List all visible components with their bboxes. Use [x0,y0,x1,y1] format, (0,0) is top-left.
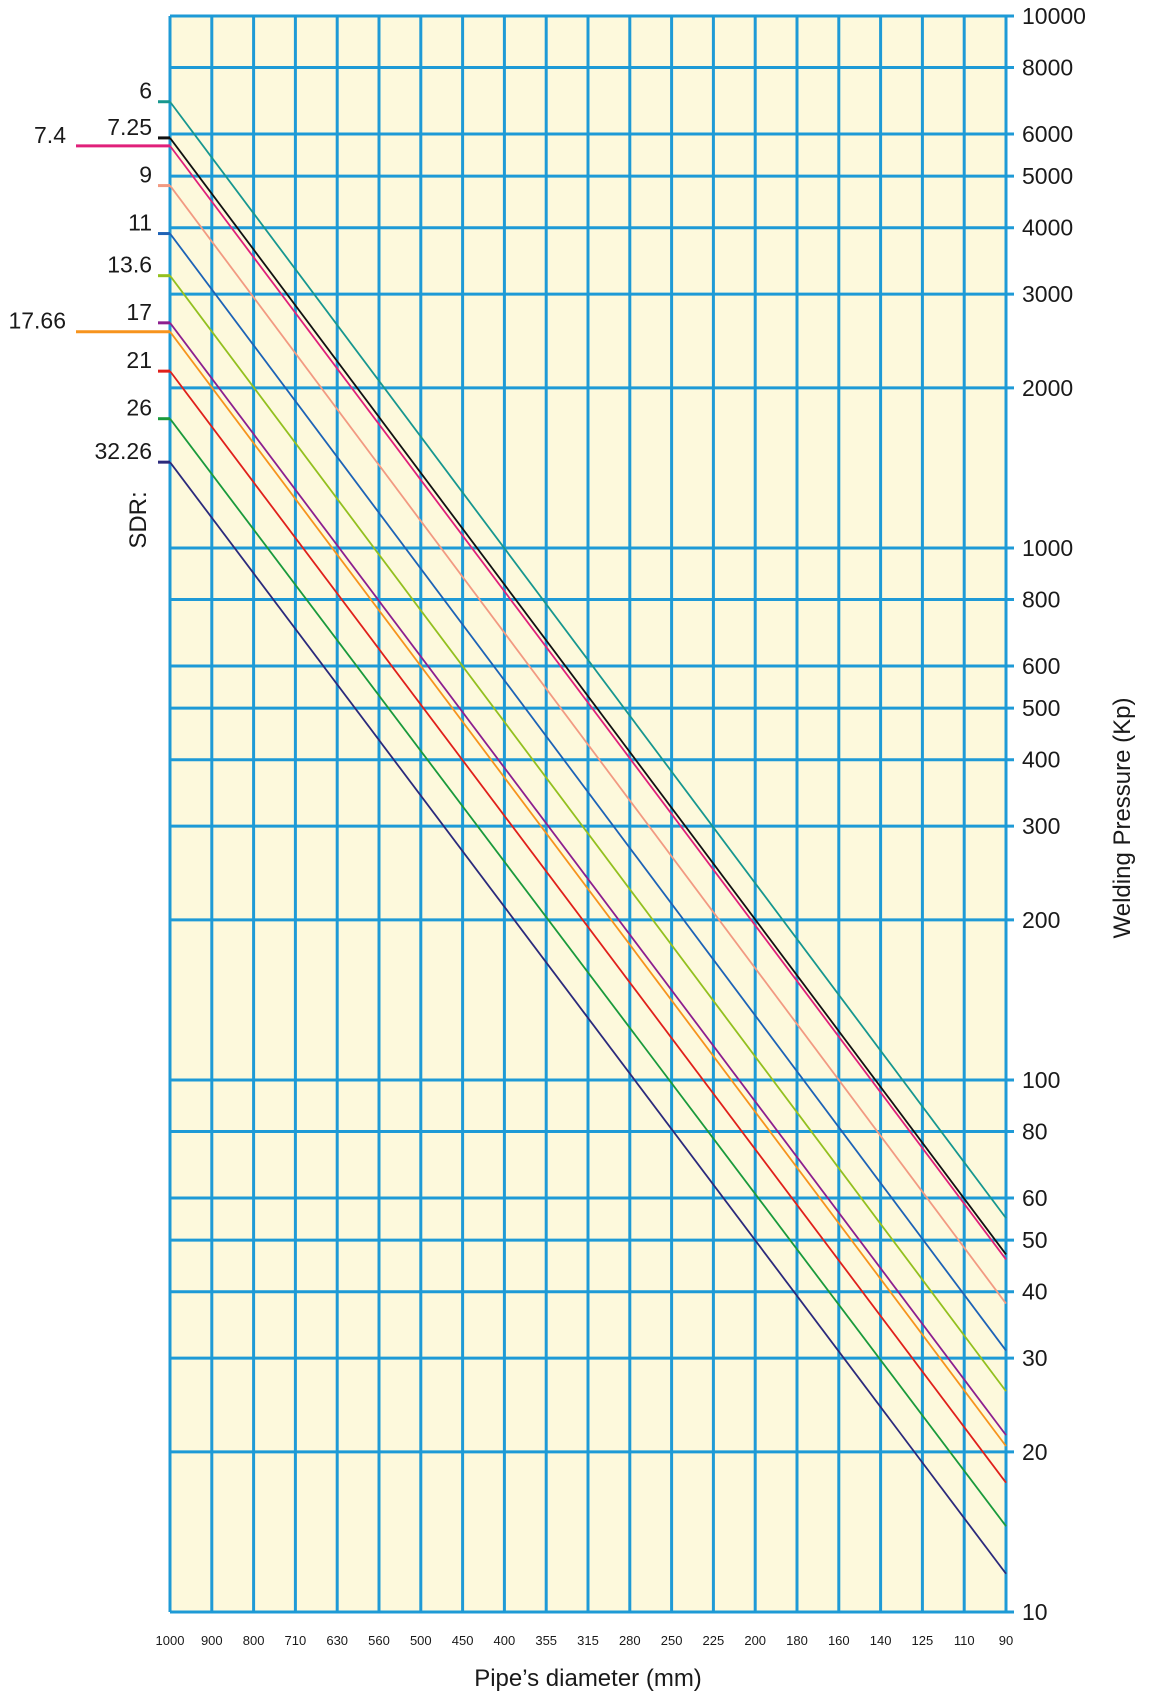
series-line-sdr-21 [169,370,1007,1484]
x-tick-label: 200 [744,1633,766,1648]
y-tick-label: 800 [1022,587,1060,613]
y-axis-title: Welding Pressure (Kp) [1109,698,1136,939]
sdr-label-17: 17 [126,299,152,325]
sdr-label-9: 9 [139,162,152,188]
x-tick-label: 280 [619,1633,641,1648]
y-tick-label: 5000 [1022,163,1073,189]
sdr-label-17-66: 17.66 [8,308,66,334]
x-tick-labels: 1000 900 800 710 630 560 500 450 400 355 315 280 250… [156,1633,1014,1648]
y-tick-label: 3000 [1022,281,1073,307]
x-tick-label: 110 [954,1633,975,1648]
series-line-sdr-17-66 [169,331,1007,1447]
horizontal-gridlines [170,14,1014,1614]
x-tick-label: 900 [201,1633,223,1648]
y-tick-label: 40 [1022,1279,1048,1305]
y-tick-label: 600 [1022,653,1060,679]
vertical-gridlines [168,16,1008,1612]
sdr-label-32-26: 32.26 [94,438,152,464]
sdr-label-11: 11 [128,210,152,236]
y-tick-label: 6000 [1022,121,1073,147]
x-tick-label: 250 [661,1633,683,1648]
sdr-label-7-4: 7.4 [34,122,66,148]
x-tick-label: 1000 [156,1633,185,1648]
y-tick-labels: 10000 8000 6000 5000 4000 3000 2000 1000 800 600 5… [1022,3,1086,1625]
x-tick-label: 560 [368,1633,390,1648]
y-tick-label: 10 [1022,1599,1048,1625]
y-tick-label: 100 [1022,1067,1060,1093]
sdr-label-6: 6 [139,78,152,104]
x-tick-label: 160 [828,1633,850,1648]
sdr-label-13-6: 13.6 [107,252,152,278]
x-axis-title: Pipe’s diameter (mm) [474,1665,702,1692]
sdr-label-26: 26 [126,395,152,421]
sdr-labels: 6 7.25 7.4 9 11 13.6 17 17.66 21 26 32.26 [8,78,170,464]
x-tick-label: 225 [703,1633,725,1648]
x-tick-label: 315 [577,1633,599,1648]
x-tick-label: 450 [452,1633,474,1648]
series-line-sdr-17 [169,322,1007,1436]
y-tick-label: 4000 [1022,215,1073,241]
sdr-label-7-25: 7.25 [107,114,152,140]
y-tick-label: 30 [1022,1345,1048,1371]
x-tick-label: 140 [870,1633,892,1648]
series-line-sdr-7-4 [169,145,1007,1260]
y-tick-label: 60 [1022,1185,1048,1211]
x-tick-label: 630 [326,1633,348,1648]
x-tick-label: 355 [535,1633,557,1648]
series-line-sdr-26 [169,418,1007,1527]
series-line-sdr-13-6 [169,275,1007,1392]
sdr-series-lines [169,101,1007,1575]
y-tick-label: 8000 [1022,55,1073,81]
y-tick-label: 300 [1022,813,1060,839]
x-tick-label: 800 [243,1633,265,1648]
sdr-axis-title: SDR: [125,491,152,548]
x-tick-label: 400 [494,1633,516,1648]
series-line-sdr-7-25 [169,137,1007,1255]
x-tick-label: 500 [410,1633,432,1648]
x-tick-label: 125 [912,1633,934,1648]
x-tick-label: 180 [786,1633,808,1648]
series-line-sdr-6 [169,101,1007,1219]
series-line-sdr-11 [169,233,1007,1352]
y-tick-label: 200 [1022,907,1060,933]
y-tick-label: 2000 [1022,375,1073,401]
y-tick-label: 20 [1022,1439,1048,1465]
y-tick-label: 10000 [1022,3,1086,29]
y-tick-label: 1000 [1022,535,1073,561]
y-tick-label: 80 [1022,1119,1048,1145]
y-tick-label: 50 [1022,1227,1048,1253]
y-tick-label: 400 [1022,747,1060,773]
x-tick-label: 90 [999,1633,1013,1648]
y-tick-label: 500 [1022,695,1060,721]
series-line-sdr-32-26 [169,461,1007,1575]
sdr-label-21: 21 [126,347,152,373]
series-line-sdr-9 [169,185,1007,1305]
x-tick-label: 710 [285,1633,307,1648]
